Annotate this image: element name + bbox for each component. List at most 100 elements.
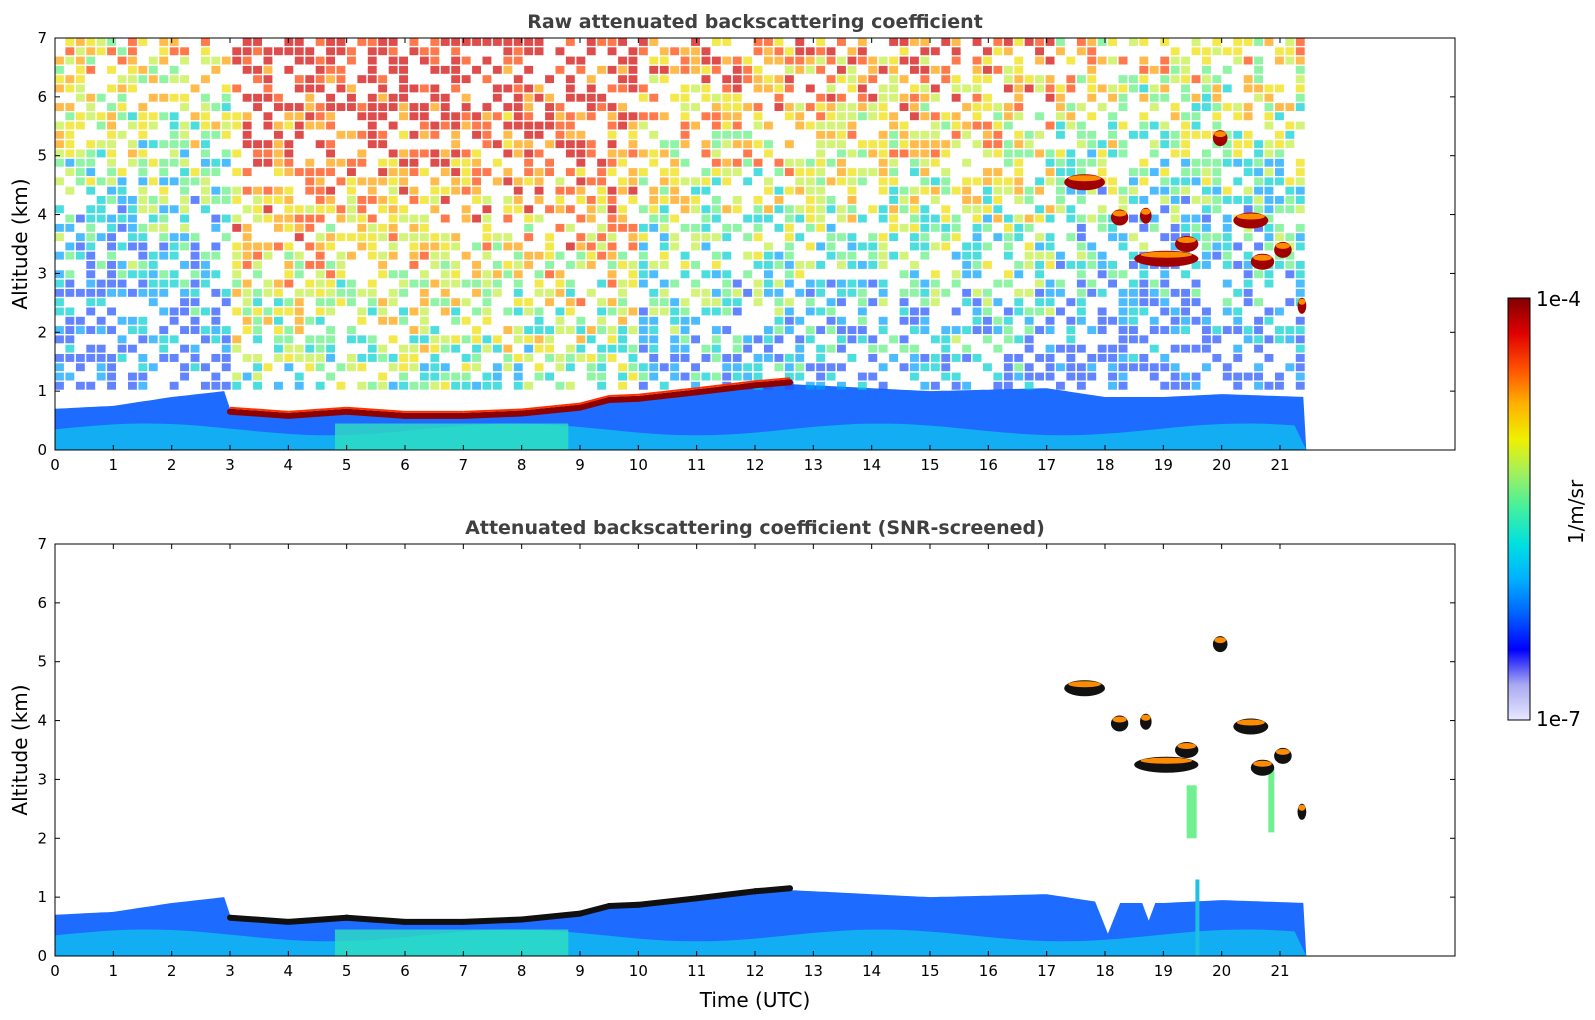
noise-pixel xyxy=(534,316,544,325)
boundary-layer-segment xyxy=(752,379,793,389)
noise-pixel xyxy=(618,149,627,158)
noise-pixel xyxy=(795,38,805,46)
cloud-patch xyxy=(1112,716,1127,723)
noise-pixel xyxy=(889,158,899,167)
colorbar-unit-label: 1/m/sr xyxy=(1564,479,1588,544)
panel-screened: Attenuated backscattering coefficient (S… xyxy=(8,517,1456,1012)
noise-pixel xyxy=(795,354,805,362)
noise-pixel xyxy=(55,158,64,167)
noise-pixel xyxy=(920,158,930,167)
noise-pixel xyxy=(1212,168,1222,176)
noise-pixel xyxy=(753,261,763,269)
noise-pixel xyxy=(388,56,398,65)
noise-pixel xyxy=(983,168,992,176)
noise-pixel xyxy=(868,372,878,381)
noise-pixel xyxy=(399,354,408,362)
noise-pixel xyxy=(169,205,179,214)
noise-pixel xyxy=(910,186,919,195)
noise-pixel xyxy=(753,65,763,74)
noise-pixel xyxy=(1233,177,1243,186)
noise-pixel xyxy=(837,363,846,372)
noise-pixel xyxy=(180,121,189,130)
noise-pixel xyxy=(503,168,513,176)
noise-pixel xyxy=(357,103,367,111)
noise-pixel xyxy=(837,56,846,65)
noise-pixel xyxy=(65,112,75,121)
noise-pixel xyxy=(148,112,158,121)
noise-pixel xyxy=(169,130,179,139)
noise-pixel xyxy=(816,344,826,353)
noise-pixel xyxy=(1045,344,1055,353)
noise-pixel xyxy=(128,158,137,167)
noise-pixel xyxy=(983,177,992,186)
noise-pixel xyxy=(117,196,127,204)
noise-pixel xyxy=(65,344,75,353)
noise-pixel xyxy=(1181,112,1190,121)
noise-pixel xyxy=(816,354,826,362)
noise-pixel xyxy=(107,233,116,242)
noise-pixel xyxy=(1295,335,1305,344)
noise-pixel xyxy=(388,381,398,390)
noise-pixel xyxy=(1295,93,1305,102)
noise-pixel xyxy=(983,56,992,65)
noise-pixel xyxy=(868,112,878,121)
noise-pixel xyxy=(75,65,85,74)
noise-pixel xyxy=(1087,326,1097,334)
noise-pixel xyxy=(1108,130,1117,139)
noise-pixel xyxy=(618,326,627,334)
colorbar-min-label: 1e-7 xyxy=(1536,707,1581,731)
noise-pixel xyxy=(1254,381,1263,390)
noise-pixel xyxy=(1087,149,1097,158)
noise-pixel xyxy=(1066,298,1076,307)
noise-pixel xyxy=(326,47,335,56)
noise-pixel xyxy=(784,242,794,251)
noise-pixel xyxy=(159,326,169,334)
noise-pixel xyxy=(1035,326,1044,334)
noise-pixel xyxy=(524,140,534,149)
noise-pixel xyxy=(816,65,826,74)
noise-pixel xyxy=(753,335,763,344)
noise-pixel xyxy=(221,149,231,158)
noise-pixel xyxy=(764,261,773,269)
noise-pixel xyxy=(941,149,951,158)
noise-pixel xyxy=(482,196,492,204)
noise-pixel xyxy=(169,307,179,316)
noise-pixel xyxy=(983,363,992,372)
noise-pixel xyxy=(618,121,627,130)
noise-pixel xyxy=(1108,279,1117,288)
noise-pixel xyxy=(847,47,857,56)
noise-pixel xyxy=(711,177,721,186)
noise-pixel xyxy=(1285,47,1295,56)
noise-pixel xyxy=(378,223,388,232)
noise-pixel xyxy=(1076,363,1086,372)
noise-pixel xyxy=(1139,75,1149,84)
noise-pixel xyxy=(221,298,231,307)
noise-pixel xyxy=(534,344,544,353)
noise-pixel xyxy=(1087,65,1097,74)
noise-pixel xyxy=(920,177,930,186)
noise-pixel xyxy=(242,93,252,102)
noise-pixel xyxy=(253,261,262,269)
noise-pixel xyxy=(315,121,325,130)
noise-pixel xyxy=(75,93,85,102)
noise-pixel xyxy=(1233,354,1243,362)
noise-pixel xyxy=(534,251,544,260)
noise-pixel xyxy=(837,93,846,102)
noise-pixel xyxy=(847,112,857,121)
noise-pixel xyxy=(128,288,137,297)
noise-pixel xyxy=(75,326,85,334)
noise-pixel xyxy=(482,316,492,325)
noise-pixel xyxy=(211,354,221,362)
noise-pixel xyxy=(826,223,836,232)
noise-pixel xyxy=(680,84,690,93)
noise-pixel xyxy=(399,279,408,288)
noise-pixel xyxy=(65,140,75,149)
noise-pixel xyxy=(253,149,262,158)
noise-pixel xyxy=(138,130,148,139)
noise-pixel xyxy=(399,130,408,139)
noise-pixel xyxy=(638,261,648,269)
noise-pixel xyxy=(722,140,732,149)
noise-pixel xyxy=(555,196,565,204)
noise-pixel xyxy=(1097,307,1107,316)
noise-pixel xyxy=(805,261,815,269)
